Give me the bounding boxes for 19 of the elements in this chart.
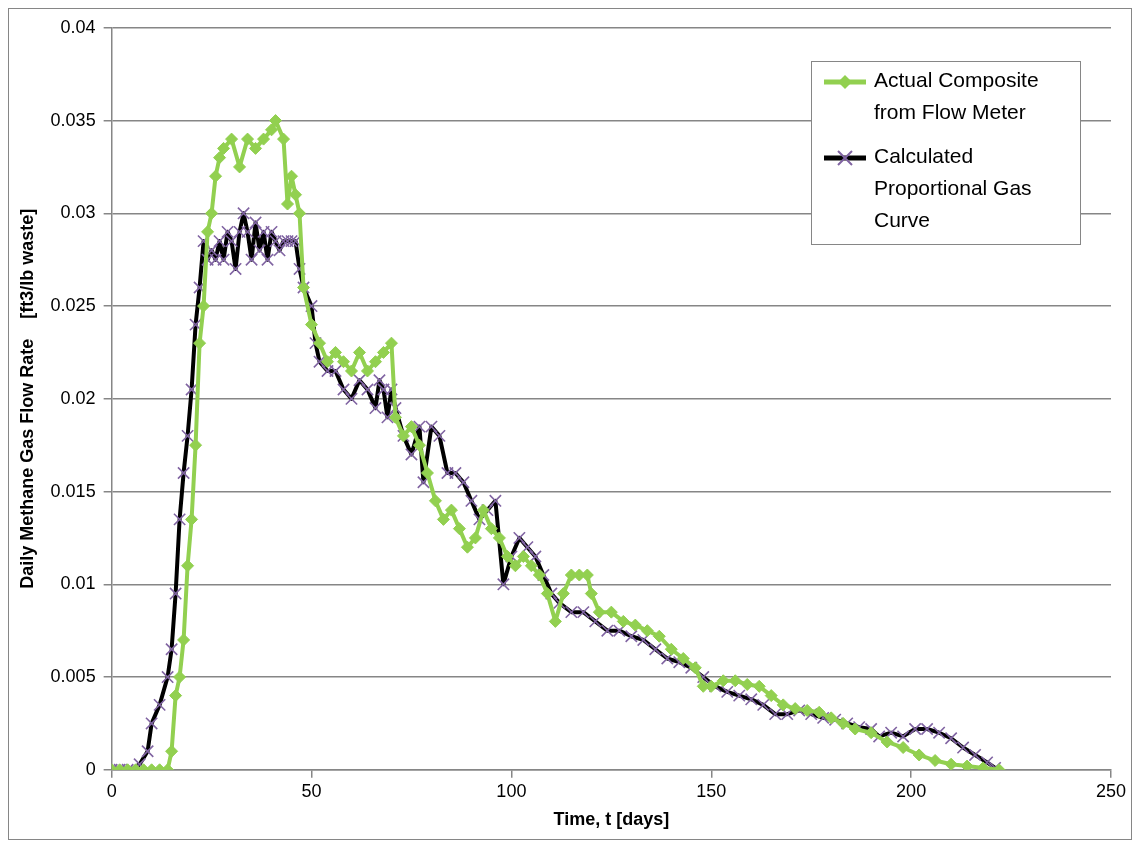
y-tick-label: 0 [85, 758, 96, 779]
y-tick-label: 0.025 [50, 295, 96, 316]
y-tick-label: 0.005 [50, 666, 96, 687]
y-tick-label: 0.03 [60, 202, 96, 223]
x-tick-label: 150 [696, 780, 727, 801]
legend-label: Calculated Proportional Gas Curve [874, 143, 1033, 233]
legend-label: Actual Composite from Flow Meter [874, 67, 1040, 125]
y-tick-label: 0.01 [60, 573, 96, 594]
x-tick-label: 0 [106, 780, 117, 801]
x-tick-label: 250 [1095, 780, 1127, 801]
x-tick-label: 50 [301, 780, 322, 801]
y-tick-label: 0.035 [50, 109, 96, 130]
x-axis-title: Time, t [days] [553, 809, 670, 830]
y-axis-title: Daily Methane Gas Flow Rate [ft3/lb waste] [16, 208, 37, 589]
y-tick-label: 0.04 [60, 16, 96, 37]
x-tick-label: 200 [896, 780, 927, 801]
y-tick-label: 0.02 [60, 387, 96, 408]
x-tick-label: 100 [496, 780, 527, 801]
y-tick-label: 0.015 [50, 480, 96, 501]
